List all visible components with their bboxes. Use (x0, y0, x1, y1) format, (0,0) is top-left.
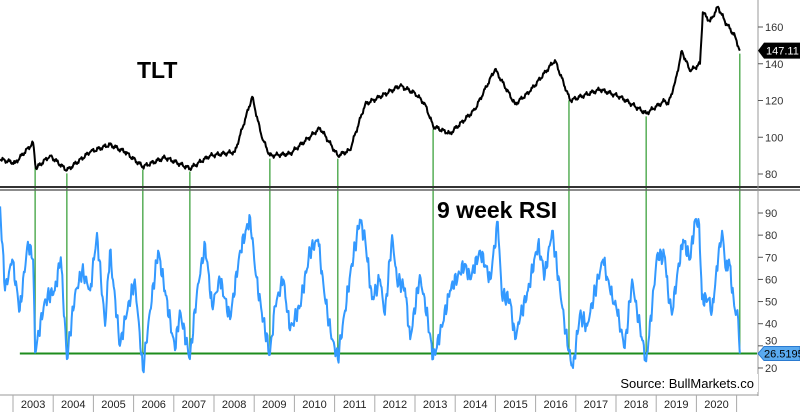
year-label: 2009 (262, 399, 286, 411)
tlt-last-value: 147.11 (766, 46, 799, 58)
rsi-y-tick-label: 90 (765, 208, 777, 220)
rsi-last-value: 26.5195 (764, 349, 800, 361)
tlt-y-tick-label: 140 (765, 59, 783, 71)
x-axis-ticks: 2003 2004 2005 2006 2007 2008 2009 2010 2011 2012… (12, 395, 738, 412)
rsi-label: 9 week RSI (437, 197, 557, 223)
year-label: 2019 (664, 399, 688, 411)
year-label: 2020 (704, 399, 728, 411)
year-label: 2005 (101, 399, 125, 411)
tlt-y-tick-label: 80 (765, 169, 777, 181)
rsi-y-tick-label: 70 (765, 252, 777, 264)
rsi-y-tick-label: 60 (765, 274, 777, 286)
year-label: 2006 (141, 399, 165, 411)
last-value-badges: 147.11 26.5195 (757, 42, 800, 362)
rsi-y-tick-label: 80 (765, 230, 777, 242)
year-label: 2014 (463, 399, 487, 411)
year-label: 2018 (624, 399, 648, 411)
year-label: 2007 (182, 399, 206, 411)
rsi-line (0, 206, 741, 374)
series-layer (0, 5, 741, 374)
tlt-y-tick-label: 100 (765, 132, 783, 144)
tlt-y-tick-label: 120 (765, 96, 783, 108)
rsi-y-tick-label: 20 (765, 363, 777, 375)
year-label: 2013 (423, 399, 447, 411)
rsi-low-markers (34, 53, 741, 354)
year-label: 2003 (21, 399, 45, 411)
rsi-y-tick-label: 50 (765, 297, 777, 309)
year-label: 2017 (584, 399, 608, 411)
tlt-y-tick-label: 160 (765, 22, 783, 34)
year-label: 2015 (503, 399, 527, 411)
y-axis-ticks: 80 100 120 140 160 20 30 40 50 60 70 80 90 (758, 22, 783, 375)
year-label: 2011 (343, 399, 367, 411)
year-label: 2010 (302, 399, 326, 411)
rsi-last-value-badge (757, 346, 800, 362)
source-label: Source: BullMarkets.co (620, 376, 754, 391)
rsi-y-tick-label: 30 (765, 336, 777, 348)
year-label: 2012 (383, 399, 407, 411)
rsi-y-tick-label: 40 (765, 319, 777, 331)
year-label: 2016 (543, 399, 567, 411)
tlt-label: TLT (137, 57, 177, 83)
tlt-price-line (0, 5, 741, 172)
tlt-last-value-badge (758, 42, 800, 59)
source-bg (616, 374, 758, 392)
year-label: 2008 (222, 399, 246, 411)
year-label: 2004 (61, 399, 85, 411)
